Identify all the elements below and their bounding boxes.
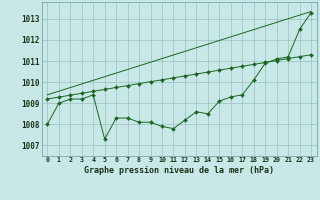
X-axis label: Graphe pression niveau de la mer (hPa): Graphe pression niveau de la mer (hPa) [84, 166, 274, 175]
